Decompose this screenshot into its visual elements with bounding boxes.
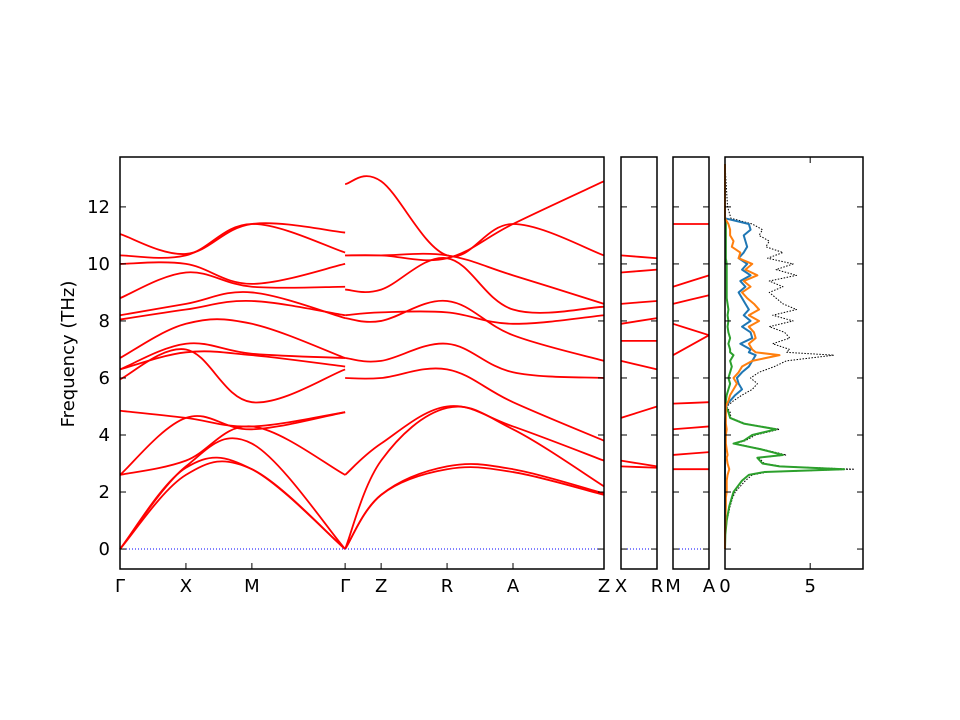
band-line-p0-s1-b3 xyxy=(344,405,605,476)
dos-panel-frame xyxy=(724,156,864,570)
band-line-p2-s3-b1 xyxy=(672,451,710,456)
band-panel-frame-1 xyxy=(620,156,658,570)
band-line-p0-s1-b5 xyxy=(345,342,605,379)
ytick-label-2: 2 xyxy=(99,482,110,503)
band-line-p2-s3-b6 xyxy=(672,294,710,305)
band-line-p1-s2-b0 xyxy=(620,465,658,469)
band-line-p0-s1-b6 xyxy=(345,299,605,362)
band-line-p2-s3-b4 xyxy=(672,334,710,356)
xtick-label-p1-0: X xyxy=(615,576,627,597)
band-line-p0-s0-b2 xyxy=(119,437,346,550)
band-line-p2-s3-b3 xyxy=(672,401,710,405)
band-line-p0-s1-b8 xyxy=(345,257,605,314)
panel-frames xyxy=(119,156,864,570)
ytick-label-10: 10 xyxy=(87,254,110,275)
band-line-p0-s0-b3 xyxy=(119,425,346,476)
xtick-label-p0-7: Z xyxy=(598,576,610,597)
band-line-p1-s2-b1 xyxy=(620,459,658,468)
band-line-p2-s3-b2 xyxy=(672,425,710,431)
band-panel-frame-0 xyxy=(119,156,605,570)
band-line-p1-s2-b2 xyxy=(620,405,658,419)
xtick-label-p1-1: R xyxy=(651,576,664,597)
band-line-p0-s1-b10 xyxy=(344,175,605,258)
dos-curve-dos_1 xyxy=(724,164,757,550)
xtick-label-p2-1: A xyxy=(703,576,716,597)
band-line-p2-s3-b5 xyxy=(672,322,710,337)
band-line-p0-s0-b14 xyxy=(119,223,346,259)
band-line-p0-s0-b7 xyxy=(119,350,346,371)
xtick-label-p0-0: Γ xyxy=(115,576,125,597)
band-line-p0-s0-b4 xyxy=(119,411,346,476)
xtick-label-p0-4: Z xyxy=(375,576,387,597)
xtick-label-p0-2: M xyxy=(244,576,260,597)
band-line-p0-s1-b1 xyxy=(344,463,605,550)
ytick-label-8: 8 xyxy=(99,311,110,332)
ytick-label-12: 12 xyxy=(87,197,110,218)
band-line-p0-s0-b12 xyxy=(119,271,346,299)
band-line-p0-s0-b6 xyxy=(119,348,346,404)
band-line-p1-s2-b8 xyxy=(620,254,658,260)
axis-ticks xyxy=(119,157,863,569)
band-line-p0-s1-b2 xyxy=(344,405,605,550)
xtick-label-p2-0: M xyxy=(665,576,681,597)
band-line-p1-s2-b5 xyxy=(620,317,658,325)
ytick-label-0: 0 xyxy=(99,539,110,560)
xtick-label-p0-1: X xyxy=(180,576,192,597)
band-line-p0-s0-b13 xyxy=(119,261,346,285)
band-panel-frame-2 xyxy=(672,156,710,570)
dos-curve-dos_total xyxy=(724,164,855,550)
band-line-p2-s3-b7 xyxy=(672,274,710,288)
band-line-p0-s0-b15 xyxy=(119,222,346,255)
xtick-label-p0-3: Γ xyxy=(340,576,350,597)
band-lines-layer xyxy=(119,175,710,550)
dos-curve-dos_3 xyxy=(724,164,846,550)
band-line-p0-s0-b11 xyxy=(119,291,346,319)
xtick-label-p0-6: A xyxy=(507,576,520,597)
xtick-label-p0-5: R xyxy=(441,576,454,597)
ytick-label-4: 4 xyxy=(99,425,110,446)
band-line-p0-s0-b8 xyxy=(119,342,346,371)
dos-curve-dos_2 xyxy=(724,164,781,550)
band-line-p0-s1-b4 xyxy=(345,367,605,442)
band-line-p0-s0-b5 xyxy=(119,409,346,428)
band-line-p1-s2-b3 xyxy=(620,359,658,371)
band-line-p0-s1-b0 xyxy=(344,466,605,550)
band-line-p1-s2-b6 xyxy=(620,300,658,305)
band-line-p0-s1-b7 xyxy=(345,310,605,325)
band-line-p0-s1-b11 xyxy=(345,180,605,262)
band-line-p1-s2-b7 xyxy=(620,268,658,274)
dos-xtick-label-5: 5 xyxy=(804,576,815,597)
dos-curves-layer xyxy=(724,164,855,550)
band-line-p0-s0-b9 xyxy=(119,318,346,359)
ytick-label-6: 6 xyxy=(99,368,110,389)
band-line-p0-s0-b10 xyxy=(119,300,346,321)
y-axis-label: Frequency (THz) xyxy=(58,281,79,428)
dos-xtick-label-0: 0 xyxy=(719,576,730,597)
